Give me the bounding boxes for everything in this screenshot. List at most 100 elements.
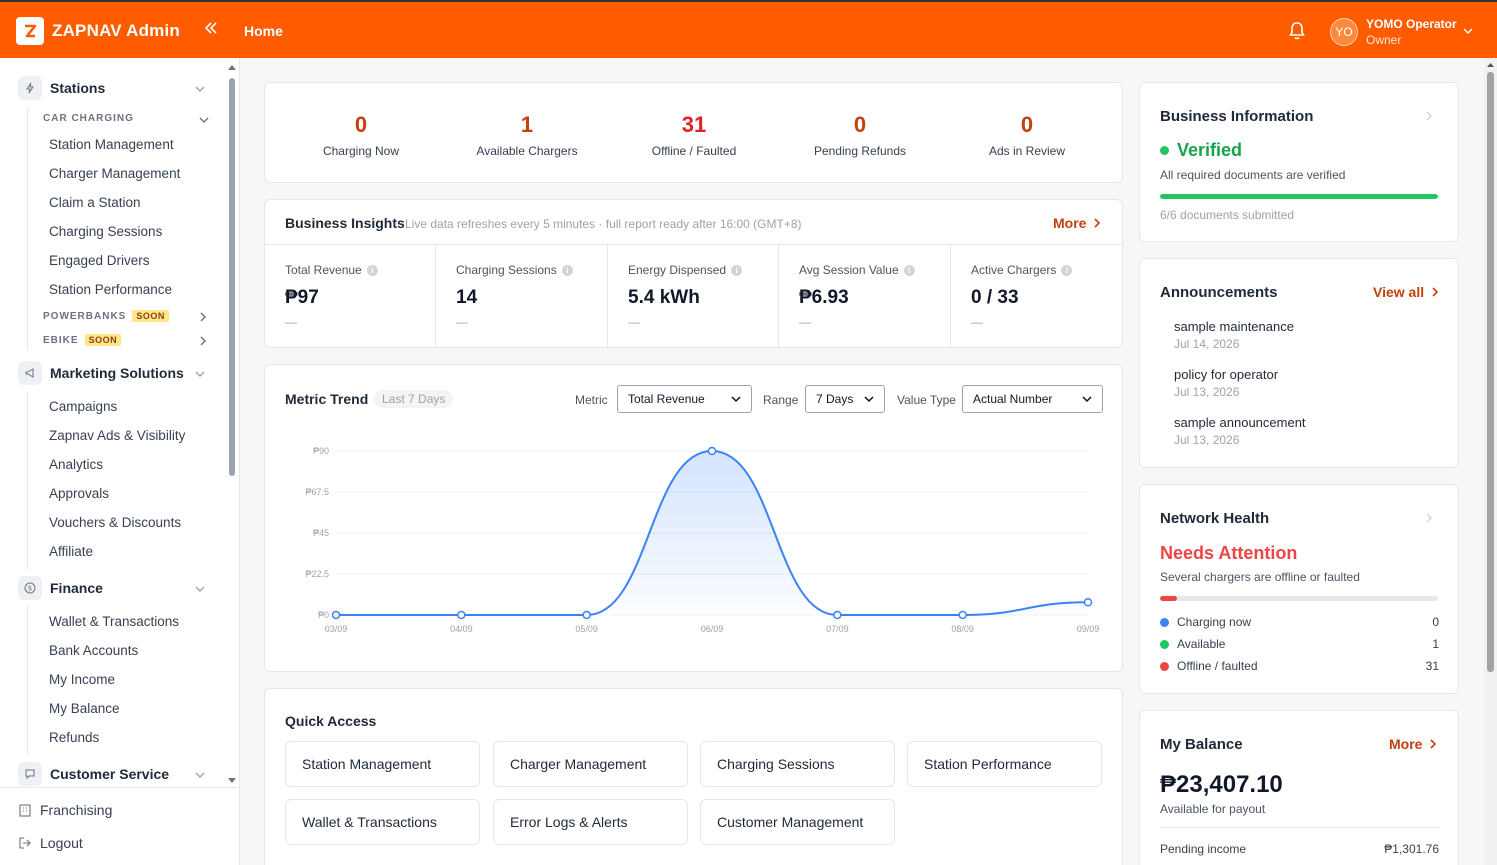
- announcement-date: Jul 14, 2026: [1174, 337, 1240, 351]
- sidebar-item-my-balance[interactable]: My Balance: [49, 701, 120, 716]
- stat-available-chargers[interactable]: 1 Available Chargers: [444, 83, 610, 158]
- sidebar-item-affiliate[interactable]: Affiliate: [49, 544, 94, 559]
- chevron-down-icon: [731, 396, 741, 403]
- legend-available: Available 1: [1160, 637, 1439, 651]
- sidebar-item-engaged-drivers[interactable]: Engaged Drivers: [49, 253, 150, 268]
- subhead-powerbanks[interactable]: POWERBANKS SOON: [43, 310, 169, 322]
- logout-icon: [19, 837, 31, 849]
- sidebar-scrollbar[interactable]: [228, 64, 236, 784]
- page-scrollbar[interactable]: [1484, 58, 1497, 865]
- balance-more-link[interactable]: More: [1389, 736, 1439, 752]
- logout-button[interactable]: Logout: [18, 835, 83, 851]
- sidebar-item-station-management[interactable]: Station Management: [49, 137, 174, 152]
- stat-charging-now[interactable]: 0 Charging Now: [278, 83, 444, 158]
- info-icon[interactable]: i: [561, 264, 573, 276]
- x-tick-label: 06/09: [701, 624, 724, 634]
- metric-avg-session-value: Avg Session Value i ₱6.93 —: [779, 245, 951, 347]
- chevron-down-icon[interactable]: [194, 584, 206, 594]
- metric-select[interactable]: Total Revenue: [617, 385, 752, 413]
- breadcrumb-home[interactable]: Home: [244, 23, 283, 39]
- sidebar-item-my-income[interactable]: My Income: [49, 672, 116, 687]
- sidebar-item-charging-sessions[interactable]: Charging Sessions: [49, 224, 163, 239]
- app-title: ZAPNAV Admin: [52, 21, 181, 40]
- sidebar-item-analytics[interactable]: Analytics: [49, 457, 104, 472]
- sidebar-item-charger-management[interactable]: Charger Management: [49, 166, 181, 181]
- value-type-select-label: Value Type: [897, 393, 956, 407]
- chevron-right-icon[interactable]: [1424, 110, 1434, 122]
- metric-value: 0 / 33: [971, 287, 1019, 308]
- building-icon: [19, 804, 31, 817]
- pending-income-row: Pending income ₱1,301.76: [1160, 842, 1439, 856]
- chevron-down-icon[interactable]: [194, 770, 206, 780]
- sidebar-item-ads-visibility[interactable]: Zapnav Ads & Visibility: [49, 428, 186, 443]
- sidebar: Stations CAR CHARGING Station Management…: [0, 58, 240, 865]
- verified-status: Verified: [1160, 140, 1242, 161]
- quick-station-management-button[interactable]: Station Management: [285, 741, 480, 787]
- value-type-select[interactable]: Actual Number: [962, 385, 1103, 413]
- metric-value: ₱6.93: [799, 287, 849, 308]
- quick-station-performance-button[interactable]: Station Performance: [907, 741, 1102, 787]
- sidebar-group-label: Finance: [50, 580, 103, 596]
- view-all-announcements-link[interactable]: View all: [1373, 284, 1441, 300]
- stat-pending-refunds[interactable]: 0 Pending Refunds: [777, 83, 943, 158]
- chevron-down-icon[interactable]: [198, 115, 210, 125]
- sidebar-group-stations[interactable]: Stations: [18, 76, 105, 100]
- quick-wallet-button[interactable]: Wallet & Transactions: [285, 799, 480, 845]
- info-icon[interactable]: i: [1061, 264, 1073, 276]
- business-info-card[interactable]: Business Information Verified All requir…: [1139, 82, 1459, 242]
- collapse-sidebar-icon[interactable]: [204, 19, 218, 40]
- announcement-title[interactable]: sample maintenance: [1174, 319, 1294, 334]
- trend-line-chart[interactable]: ₱0 ₱22.5 ₱45 ₱67.5 ₱90 03/09 04/09 05/09 06/09 07…: [265, 365, 1122, 671]
- sidebar-divider: [0, 787, 238, 788]
- sidebar-item-station-performance[interactable]: Station Performance: [49, 282, 173, 297]
- sidebar-item-refunds[interactable]: Refunds: [49, 730, 100, 745]
- quick-error-logs-button[interactable]: Error Logs & Alerts: [493, 799, 688, 845]
- quick-charger-management-button[interactable]: Charger Management: [493, 741, 688, 787]
- sidebar-item-approvals[interactable]: Approvals: [49, 486, 110, 501]
- stat-ads-in-review[interactable]: 0 Ads in Review: [944, 83, 1110, 158]
- sidebar-item-bank-accounts[interactable]: Bank Accounts: [49, 643, 139, 658]
- chevron-down-icon: [864, 396, 874, 403]
- metric-value: ₱97: [285, 287, 319, 308]
- chevron-right-icon[interactable]: [198, 311, 208, 323]
- sidebar-item-vouchers[interactable]: Vouchers & Discounts: [49, 515, 182, 530]
- y-tick-label: ₱0: [318, 610, 329, 620]
- sidebar-group-marketing[interactable]: Marketing Solutions: [18, 361, 184, 385]
- announcement-title[interactable]: policy for operator: [1174, 367, 1279, 382]
- info-icon[interactable]: i: [366, 264, 378, 276]
- subhead-ebike[interactable]: EBIKE SOON: [43, 334, 122, 346]
- sidebar-group-customer-service[interactable]: Customer Service: [18, 762, 169, 786]
- user-name[interactable]: YOMO Operator: [1366, 17, 1457, 31]
- data-point: [582, 610, 591, 620]
- bell-icon[interactable]: [1288, 21, 1306, 46]
- avatar[interactable]: YO: [1330, 18, 1358, 46]
- info-icon[interactable]: i: [903, 264, 915, 276]
- legend-offline-faulted: Offline / faulted 31: [1160, 659, 1439, 673]
- sidebar-item-wallet[interactable]: Wallet & Transactions: [49, 614, 180, 629]
- quick-customer-management-button[interactable]: Customer Management: [700, 799, 895, 845]
- quick-charging-sessions-button[interactable]: Charging Sessions: [700, 741, 895, 787]
- stat-offline-faulted[interactable]: 31 Offline / Faulted: [611, 83, 777, 158]
- sidebar-scroll-thumb[interactable]: [229, 78, 235, 476]
- soon-badge: SOON: [84, 334, 122, 346]
- sidebar-group-finance[interactable]: $ Finance: [18, 576, 103, 600]
- subhead-car-charging[interactable]: CAR CHARGING: [43, 113, 134, 124]
- chevron-down-icon[interactable]: [194, 369, 206, 379]
- sidebar-item-claim-station[interactable]: Claim a Station: [49, 195, 141, 210]
- chevron-down-icon[interactable]: [194, 84, 206, 94]
- page-scroll-thumb[interactable]: [1487, 72, 1494, 672]
- chevron-down-icon[interactable]: [1462, 24, 1474, 42]
- chevron-right-icon[interactable]: [1424, 512, 1434, 524]
- stats-card: 0 Charging Now 1 Available Chargers 31 O…: [264, 82, 1123, 183]
- chevron-right-icon[interactable]: [198, 335, 208, 347]
- network-health-card[interactable]: Network Health Needs Attention Several c…: [1139, 484, 1459, 694]
- announcement-title[interactable]: sample announcement: [1174, 415, 1306, 430]
- range-select[interactable]: 7 Days: [805, 385, 885, 413]
- insights-more-link[interactable]: More: [1053, 215, 1103, 231]
- network-health-bar: [1160, 596, 1438, 601]
- stat-label: Pending Refunds: [813, 144, 907, 158]
- info-icon[interactable]: i: [731, 264, 743, 276]
- sidebar-item-campaigns[interactable]: Campaigns: [49, 399, 118, 414]
- sidebar-item-franchising[interactable]: Franchising: [18, 802, 112, 818]
- data-point: [958, 610, 967, 620]
